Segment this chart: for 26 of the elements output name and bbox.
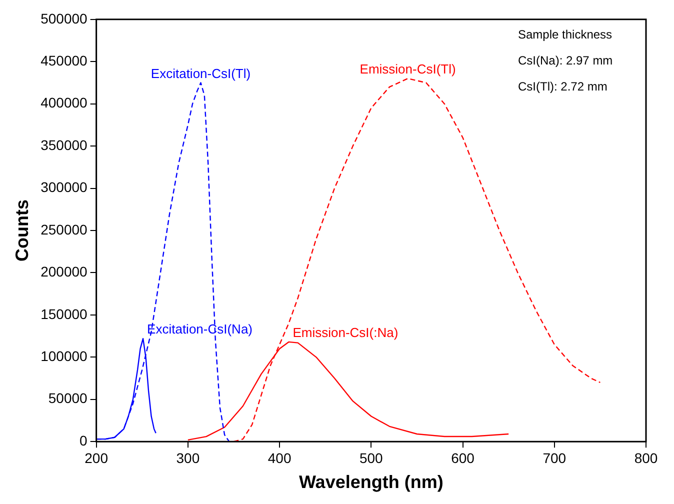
x-tick-label: 700	[542, 450, 566, 466]
x-tick-label: 200	[84, 450, 108, 466]
x-tick-label: 800	[634, 450, 658, 466]
x-tick-label: 600	[451, 450, 475, 466]
y-tick-label: 200000	[40, 264, 88, 280]
y-tick-label: 0	[80, 432, 88, 448]
x-tick-label: 300	[176, 450, 200, 466]
x-axis-title: Wavelength (nm)	[298, 472, 444, 492]
y-tick-label: 500000	[40, 10, 88, 26]
annotation: CsI(Na): 2.97 mm	[518, 54, 613, 68]
y-tick-label: 150000	[40, 306, 88, 322]
y-tick-label: 50000	[48, 390, 88, 406]
x-tick-label: 400	[268, 450, 292, 466]
y-tick-label: 100000	[40, 348, 88, 364]
series-label: Excitation-CsI(Tl)	[150, 66, 251, 81]
series-label: Emission-CsI(:Na)	[292, 325, 398, 340]
x-tick-label: 500	[359, 450, 384, 466]
y-axis-title: Counts	[12, 200, 32, 262]
y-tick-label: 400000	[40, 94, 88, 111]
series-label: Emission-CsI(Tl)	[360, 62, 456, 77]
y-tick-label: 450000	[40, 52, 88, 68]
annotation: CsI(Tl): 2.72 mm	[518, 80, 608, 94]
annotation: Sample thickness	[518, 28, 612, 42]
y-tick-label: 250000	[40, 221, 88, 238]
y-tick-label: 350000	[40, 136, 88, 153]
y-tick-label: 300000	[40, 179, 88, 196]
